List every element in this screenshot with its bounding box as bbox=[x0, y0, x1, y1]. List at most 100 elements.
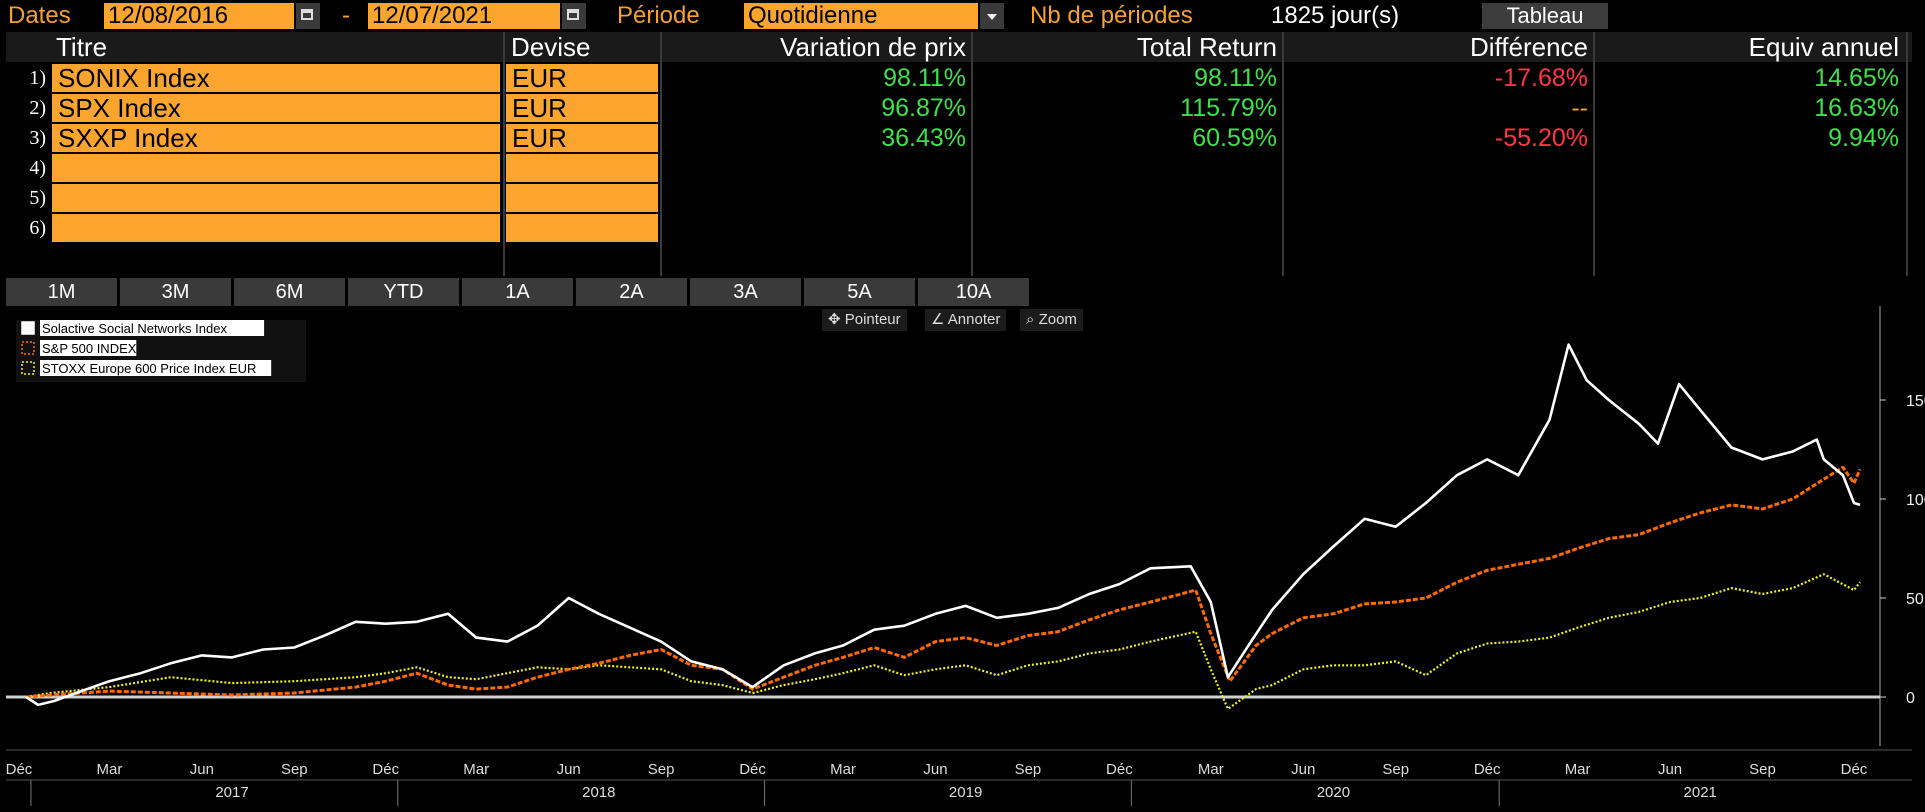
period-button-6m[interactable]: 6M bbox=[234, 278, 345, 306]
variation-value: 36.43% bbox=[881, 124, 966, 152]
x-year-label: 2017 bbox=[215, 784, 248, 801]
chevron-down-icon[interactable] bbox=[980, 3, 1004, 29]
devise-field[interactable] bbox=[506, 184, 658, 212]
crosshair-icon: ✥ bbox=[828, 311, 845, 328]
difference-value: -55.20% bbox=[1494, 124, 1588, 152]
pointer-tool[interactable]: ✥ Pointeur bbox=[822, 309, 907, 331]
column-divider bbox=[1906, 32, 1908, 276]
x-tick-label: Jun bbox=[923, 761, 947, 778]
y-tick-label: 100 bbox=[1906, 492, 1925, 509]
period-button-5a[interactable]: 5A bbox=[804, 278, 915, 306]
x-year-label: 2018 bbox=[582, 784, 615, 801]
column-divider bbox=[971, 32, 973, 276]
nb-periods-label: Nb de périodes bbox=[1030, 2, 1193, 29]
calendar-icon[interactable] bbox=[562, 3, 586, 29]
column-divider bbox=[1282, 32, 1284, 276]
x-tick-label: Sep bbox=[648, 761, 675, 778]
y-tick-label: 50 bbox=[1906, 591, 1924, 608]
y-tick-label: 150 bbox=[1906, 393, 1925, 410]
legend-label: Solactive Social Networks Index bbox=[42, 321, 227, 336]
x-tick-label: Jun bbox=[1658, 761, 1682, 778]
toolbar: Dates 12/08/2016 - 12/07/2021 Période Qu… bbox=[0, 0, 1925, 32]
titre-field[interactable]: SXXP Index bbox=[52, 124, 500, 152]
titre-field[interactable]: SPX Index bbox=[52, 94, 500, 122]
legend-swatch bbox=[21, 341, 35, 355]
column-divider bbox=[660, 32, 662, 276]
legend-label-bg bbox=[40, 340, 137, 356]
variation-value: 98.11% bbox=[883, 64, 966, 92]
period-button-3a[interactable]: 3A bbox=[690, 278, 801, 306]
x-year-label: 2019 bbox=[949, 784, 982, 801]
devise-field[interactable]: EUR bbox=[506, 124, 658, 152]
header-devise[interactable]: Devise bbox=[511, 32, 591, 62]
difference-value: -17.68% bbox=[1494, 64, 1588, 92]
header-variation[interactable]: Variation de prix bbox=[780, 32, 966, 62]
titre-field[interactable] bbox=[52, 214, 500, 242]
equiv-value: 9.94% bbox=[1828, 124, 1899, 152]
x-tick-label: Sep bbox=[281, 761, 308, 778]
titre-field[interactable]: SONIX Index bbox=[52, 64, 500, 92]
variation-value: 96.87% bbox=[881, 94, 966, 122]
row-number: 3) bbox=[29, 127, 46, 149]
y-tick-label: 0 bbox=[1906, 690, 1915, 707]
legend-label: S&P 500 INDEX bbox=[42, 341, 137, 356]
titre-field[interactable] bbox=[52, 184, 500, 212]
legend-swatch bbox=[21, 321, 35, 335]
tableau-button[interactable]: Tableau bbox=[1482, 3, 1608, 29]
legend-swatch bbox=[21, 361, 35, 375]
devise-field[interactable]: EUR bbox=[506, 64, 658, 92]
devise-field[interactable] bbox=[506, 214, 658, 242]
x-tick-label: Sep bbox=[1749, 761, 1776, 778]
date-dash: - bbox=[342, 2, 350, 29]
x-tick-label: Déc bbox=[739, 761, 766, 778]
period-button-1m[interactable]: 1M bbox=[6, 278, 117, 306]
x-tick-label: Jun bbox=[190, 761, 214, 778]
start-date-field[interactable]: 12/08/2016 bbox=[104, 3, 294, 29]
annotate-tool[interactable]: ∠ Annoter bbox=[925, 309, 1007, 331]
legend-label-bg bbox=[40, 360, 272, 376]
zoom-tool[interactable]: ⌕ Zoom bbox=[1020, 309, 1083, 331]
end-date-field[interactable]: 12/07/2021 bbox=[368, 3, 560, 29]
x-tick-label: Jun bbox=[1291, 761, 1315, 778]
column-divider bbox=[503, 32, 505, 276]
x-year-label: 2021 bbox=[1684, 784, 1717, 801]
x-tick-label: Mar bbox=[1198, 761, 1224, 778]
header-total-return[interactable]: Total Return bbox=[1136, 32, 1277, 62]
row-number: 2) bbox=[29, 97, 46, 119]
series-line-stoxx600 bbox=[25, 573, 1861, 710]
x-tick-label: Déc bbox=[372, 761, 399, 778]
period-button-2a[interactable]: 2A bbox=[576, 278, 687, 306]
series-line-sp500 bbox=[25, 465, 1862, 699]
period-select[interactable]: Quotidienne bbox=[744, 3, 978, 29]
calendar-icon[interactable] bbox=[296, 3, 320, 29]
period-button-10a[interactable]: 10A bbox=[918, 278, 1029, 306]
x-tick-label: Déc bbox=[1841, 761, 1868, 778]
x-year-label: 2020 bbox=[1317, 784, 1350, 801]
titre-field[interactable] bbox=[52, 154, 500, 182]
period-button-ytd[interactable]: YTD bbox=[348, 278, 459, 306]
row-number: 5) bbox=[29, 187, 46, 209]
header-difference[interactable]: Différence bbox=[1469, 32, 1588, 62]
x-tick-label: Sep bbox=[1382, 761, 1409, 778]
legend-label-bg bbox=[40, 320, 265, 336]
performance-chart: 0 50 100 150 Déc Mar Jun Sep Déc Mar Jun Sep Déc Mar J… bbox=[6, 306, 1925, 806]
securities-table: Titre Devise Variation de prix Total Ret… bbox=[6, 32, 1912, 276]
x-tick-label: Déc bbox=[1474, 761, 1501, 778]
pencil-icon: ∠ bbox=[931, 311, 948, 328]
devise-field[interactable]: EUR bbox=[506, 94, 658, 122]
header-equiv-annuel[interactable]: Equiv annuel bbox=[1748, 32, 1899, 62]
annotate-label: Annoter bbox=[947, 311, 1001, 328]
row-number: 6) bbox=[29, 217, 46, 239]
x-tick-label: Sep bbox=[1015, 761, 1042, 778]
devise-field[interactable] bbox=[506, 154, 658, 182]
period-button-3m[interactable]: 3M bbox=[120, 278, 231, 306]
dates-label: Dates bbox=[8, 2, 71, 29]
total-return-value: 98.11% bbox=[1194, 64, 1277, 92]
magnifier-icon: ⌕ bbox=[1026, 311, 1039, 328]
period-button-1a[interactable]: 1A bbox=[462, 278, 573, 306]
header-titre[interactable]: Titre bbox=[56, 32, 108, 62]
x-tick-label: Mar bbox=[1565, 761, 1591, 778]
total-return-value: 60.59% bbox=[1192, 124, 1277, 152]
pointer-label: Pointeur bbox=[844, 311, 901, 328]
x-tick-label: Déc bbox=[1106, 761, 1133, 778]
